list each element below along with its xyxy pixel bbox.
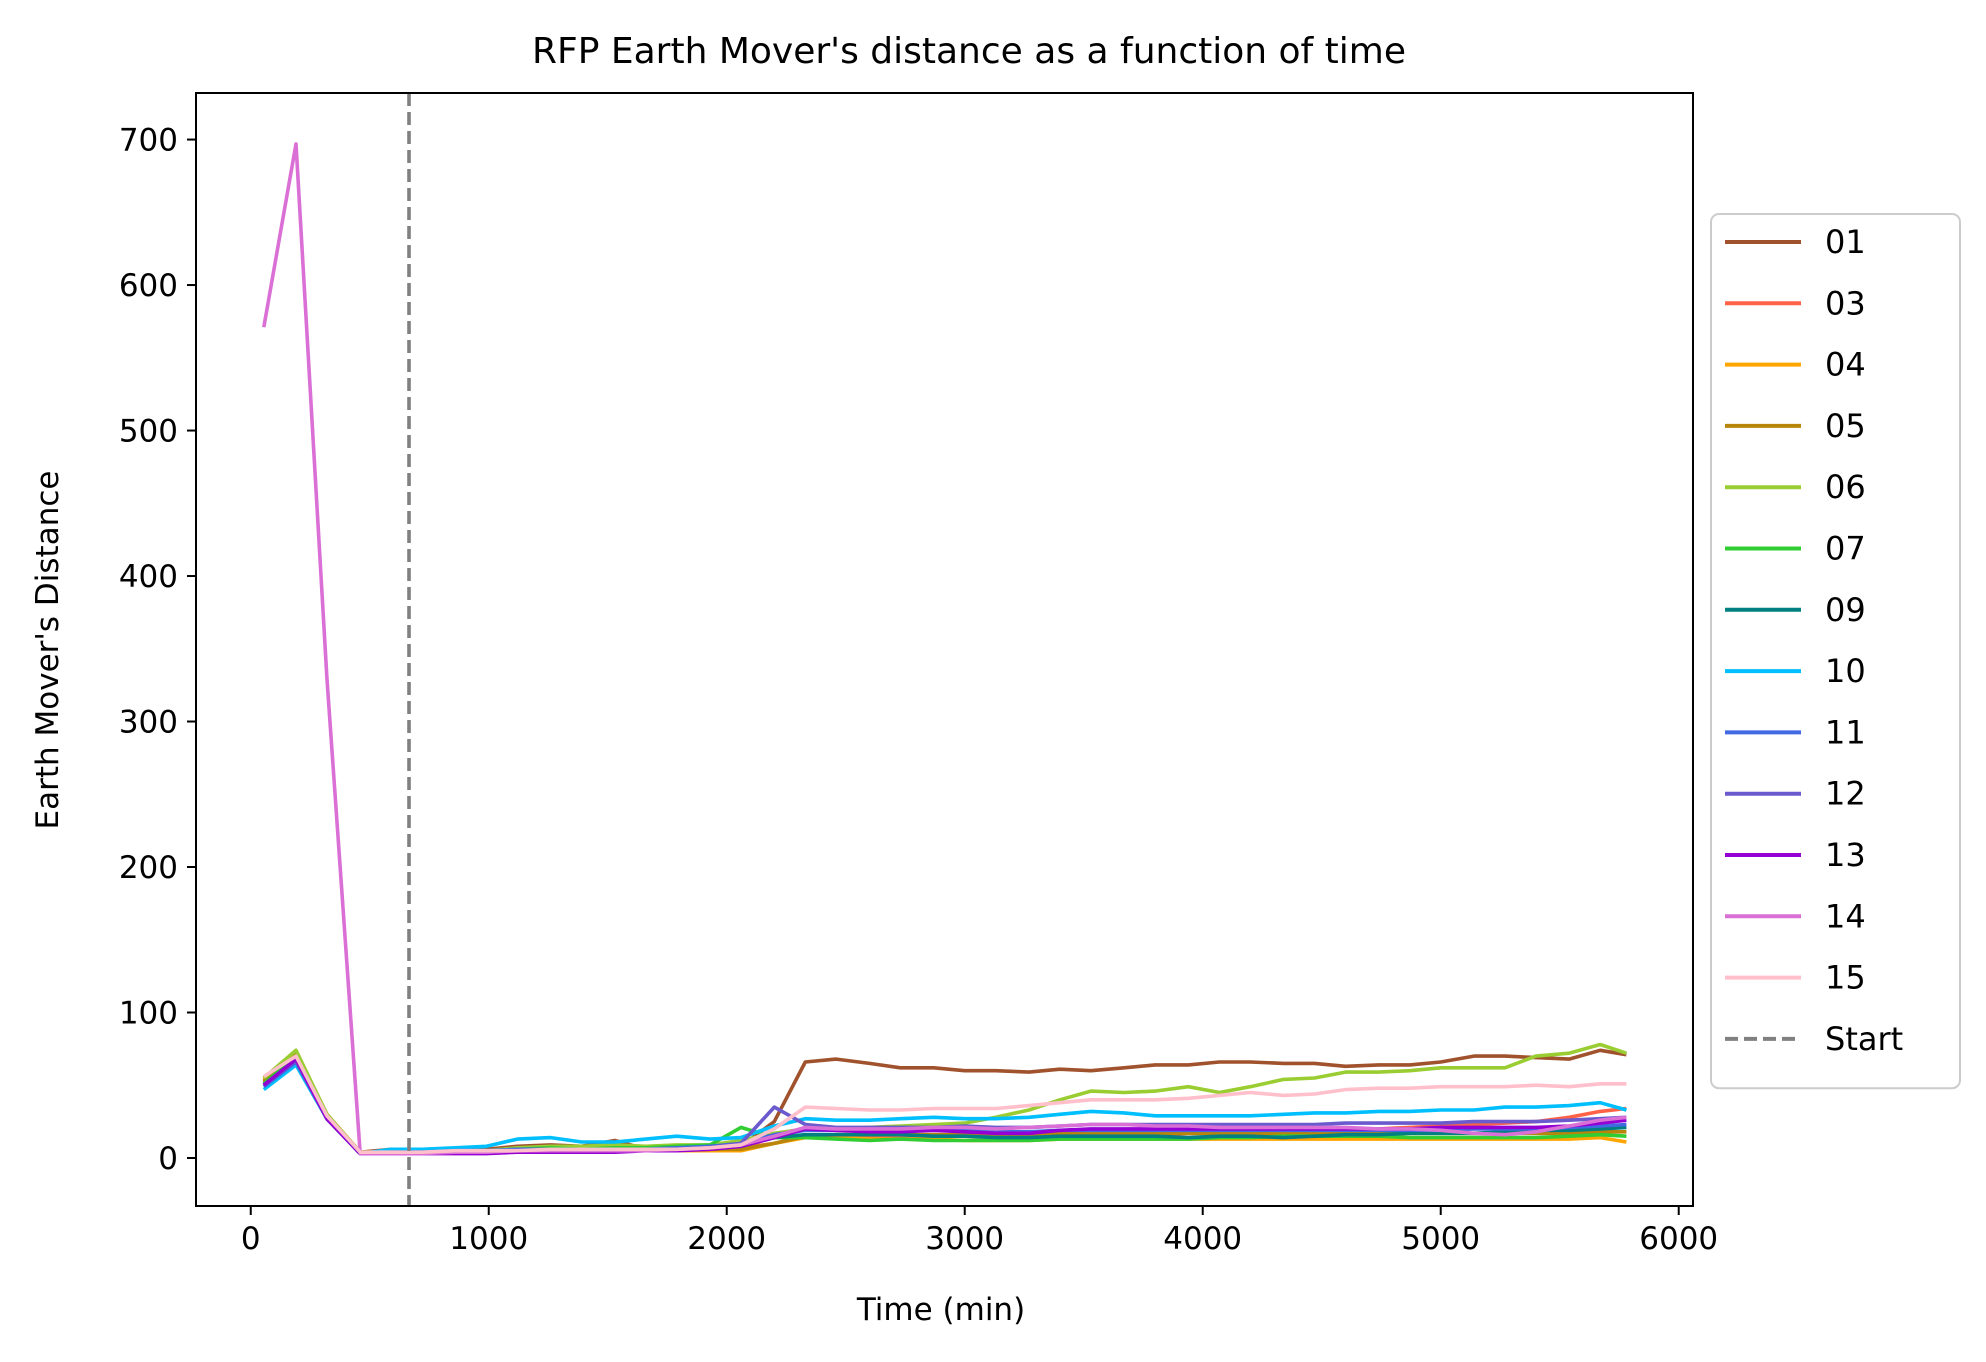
y-tick-label: 700 [119, 123, 178, 159]
legend-label-01: 01 [1825, 223, 1866, 261]
legend: 01 03 04 05 06 07 09 10 11 12 13 14 15 Start [1710, 213, 1961, 1090]
y-tick-label: 200 [119, 850, 178, 886]
legend-label-13: 13 [1825, 836, 1866, 874]
plot-area: 0 1000 2000 3000 4000 5000 6000 0 100 200 300 400 50… [119, 92, 1718, 1257]
legend-label-04: 04 [1825, 346, 1866, 384]
legend-box [1710, 213, 1961, 1090]
y-axis-label: Earth Mover's Distance [30, 471, 66, 830]
legend-label-10: 10 [1825, 652, 1866, 690]
x-axis-label: Time (min) [856, 1292, 1025, 1328]
series-line-10 [262, 1063, 1627, 1156]
legend-label-14: 14 [1825, 897, 1866, 935]
y-tick-label: 600 [119, 268, 178, 304]
x-tick-label: 2000 [687, 1221, 766, 1257]
y-tick-label: 500 [119, 414, 178, 450]
legend-label-05: 05 [1825, 407, 1866, 445]
x-tick-label: 5000 [1401, 1221, 1480, 1257]
legend-label-start: Start [1825, 1020, 1903, 1058]
series-line-15 [262, 1054, 1627, 1154]
x-tick-label: 3000 [925, 1221, 1004, 1257]
x-tick-label: 0 [241, 1221, 261, 1257]
x-tick-label: 1000 [449, 1221, 528, 1257]
legend-label-11: 11 [1825, 713, 1866, 751]
legend-label-15: 15 [1825, 959, 1866, 997]
legend-label-03: 03 [1825, 284, 1866, 322]
series-lines [262, 93, 1627, 1206]
x-tick-label: 4000 [1163, 1221, 1242, 1257]
legend-label-07: 07 [1825, 530, 1866, 568]
y-tick-label: 0 [158, 1141, 178, 1177]
y-tick-label: 100 [119, 995, 178, 1031]
y-tick-label: 400 [119, 559, 178, 595]
legend-label-12: 12 [1825, 775, 1866, 813]
plot-frame [195, 92, 1694, 1207]
chart-title: RFP Earth Mover's distance as a function… [532, 31, 1406, 72]
legend-label-09: 09 [1825, 591, 1866, 629]
x-tick-label: 6000 [1639, 1221, 1718, 1257]
legend-label-06: 06 [1825, 468, 1866, 506]
y-tick-label: 300 [119, 705, 178, 741]
